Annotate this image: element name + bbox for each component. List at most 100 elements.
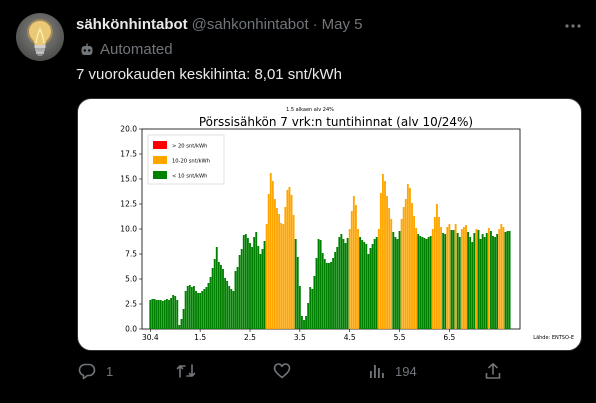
price-bar xyxy=(408,188,411,329)
price-bar xyxy=(400,219,403,329)
price-bar xyxy=(450,230,453,329)
price-bar xyxy=(423,238,426,329)
chart-image[interactable]: 0.0 2.5 5.0 7.5 10.0 12.5 15.0 17.5 20.0 30.4 1.5 2… xyxy=(77,98,582,351)
heart-icon xyxy=(273,363,291,379)
price-bar xyxy=(278,214,281,329)
y-tick-label: 2.5 xyxy=(125,300,137,309)
x-tick-label: 4.5 xyxy=(344,333,356,342)
chart-supertitle: 1.5 alkaen alv 24% xyxy=(286,107,334,113)
price-bar xyxy=(494,237,497,329)
price-bar xyxy=(276,208,278,329)
x-tick-label: 30.4 xyxy=(142,333,159,342)
price-bar xyxy=(435,204,438,329)
more-options-button[interactable] xyxy=(563,16,583,36)
tweet-date[interactable]: May 5 xyxy=(321,16,363,33)
price-bar xyxy=(219,265,222,329)
y-tick-label: 17.5 xyxy=(120,150,137,159)
price-bar xyxy=(332,258,335,329)
price-bar xyxy=(313,276,316,329)
price-bar xyxy=(411,203,413,329)
price-bar xyxy=(292,215,295,329)
price-bar xyxy=(342,239,345,329)
price-bar xyxy=(348,229,351,329)
share-button[interactable] xyxy=(484,362,502,380)
price-bar xyxy=(282,224,285,329)
price-bar xyxy=(163,300,166,329)
price-bar xyxy=(153,299,156,329)
legend-swatch xyxy=(153,156,167,164)
price-bar xyxy=(394,237,397,329)
display-name[interactable]: sähkönhintabot xyxy=(76,16,188,33)
price-bar xyxy=(440,227,443,329)
price-bar xyxy=(207,283,210,329)
automated-badge[interactable]: Automated xyxy=(80,41,173,58)
price-bar xyxy=(325,263,328,329)
retweet-icon xyxy=(176,364,196,378)
price-bar xyxy=(350,211,353,329)
views-button[interactable]: 194 xyxy=(369,362,417,380)
price-bar xyxy=(433,217,436,329)
price-bar xyxy=(246,238,249,329)
price-bar xyxy=(249,243,251,329)
price-bar xyxy=(155,300,158,329)
price-bar xyxy=(496,234,499,329)
price-bar xyxy=(224,278,227,329)
price-bar xyxy=(174,296,177,329)
price-bar xyxy=(340,234,343,329)
price-bar xyxy=(309,287,312,329)
price-bar xyxy=(406,184,409,329)
price-bar xyxy=(159,300,162,329)
chart-ticks: 0.0 2.5 5.0 7.5 10.0 12.5 15.0 17.5 20.0 30.4 1.5 2… xyxy=(120,125,455,343)
reply-icon xyxy=(78,363,96,380)
price-bar xyxy=(444,234,447,329)
price-bar xyxy=(492,236,494,329)
price-bar xyxy=(265,224,268,329)
price-bar xyxy=(290,195,293,329)
price-bar xyxy=(429,236,432,329)
price-bar xyxy=(504,232,507,329)
price-bar xyxy=(172,295,175,329)
price-bar xyxy=(363,242,366,329)
price-bar xyxy=(269,173,272,329)
reply-button[interactable]: 1 xyxy=(78,362,113,380)
price-bar xyxy=(413,216,416,329)
price-bar xyxy=(392,232,395,329)
robot-icon xyxy=(81,43,93,55)
x-tick-label: 6.5 xyxy=(443,333,455,342)
price-bar xyxy=(149,300,152,329)
y-tick-label: 0.0 xyxy=(125,325,137,334)
price-bar xyxy=(251,247,254,329)
price-bar xyxy=(253,237,256,329)
price-bar xyxy=(456,233,459,329)
price-bar xyxy=(311,289,314,329)
price-bar xyxy=(421,237,424,329)
tweet-header: sähkönhintabot @sahkonhintabot · May 5 xyxy=(76,16,363,33)
price-bar xyxy=(425,239,428,329)
price-bar xyxy=(217,262,220,329)
retweet-button[interactable] xyxy=(176,362,206,380)
legend-swatch xyxy=(153,141,167,149)
price-bar xyxy=(483,237,486,329)
price-bar xyxy=(199,293,202,329)
handle[interactable]: @sahkonhintabot xyxy=(191,16,309,33)
avatar[interactable] xyxy=(16,13,64,61)
price-bar xyxy=(415,228,418,329)
price-bar xyxy=(238,255,241,329)
price-bar xyxy=(487,228,490,329)
price-bar xyxy=(300,316,303,329)
tweet-text: 7 vuorokauden keskihinta: 8,01 snt/kWh xyxy=(76,66,342,83)
automated-label: Automated xyxy=(100,41,173,58)
price-bar xyxy=(280,223,283,329)
price-bar xyxy=(352,196,355,329)
price-bar xyxy=(467,232,470,329)
price-bar xyxy=(475,229,478,329)
price-bar xyxy=(460,229,463,329)
price-bar xyxy=(195,291,197,329)
price-bar xyxy=(419,236,422,329)
y-tick-label: 15.0 xyxy=(120,175,137,184)
like-button[interactable] xyxy=(273,362,301,380)
price-bar xyxy=(375,237,378,329)
y-tick-label: 5.0 xyxy=(125,275,137,284)
price-bar xyxy=(489,231,492,329)
